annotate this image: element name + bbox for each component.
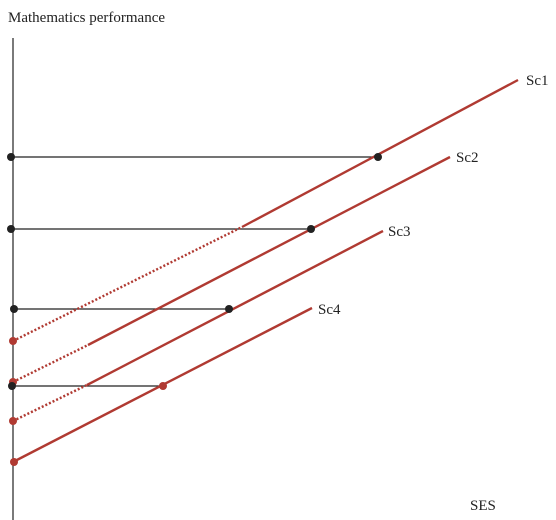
line-sc1 bbox=[241, 78, 519, 229]
axis-point-sc4 bbox=[8, 382, 16, 390]
line-sc3-dotted bbox=[12, 383, 88, 423]
line-point-sc1 bbox=[374, 153, 382, 161]
line-point-sc4 bbox=[159, 382, 167, 390]
line-label-sc1: Sc1 bbox=[526, 73, 549, 89]
line-point-sc2 bbox=[307, 225, 315, 233]
y-axis-label: Mathematics performance bbox=[8, 10, 165, 26]
line-label-sc2: Sc2 bbox=[456, 150, 479, 166]
line-label-sc4: Sc4 bbox=[318, 302, 341, 318]
intercept-point-sc1 bbox=[9, 337, 17, 345]
line-label-sc3: Sc3 bbox=[388, 224, 411, 240]
line-sc3 bbox=[86, 229, 384, 387]
line-sc1-dotted bbox=[12, 225, 243, 343]
axis-point-sc1 bbox=[7, 153, 15, 161]
intercept-point-sc4 bbox=[10, 458, 18, 466]
x-axis-label: SES bbox=[470, 498, 496, 514]
intercept-point-sc3 bbox=[9, 417, 17, 425]
axis-point-sc2 bbox=[7, 225, 15, 233]
line-sc2 bbox=[87, 155, 451, 347]
axis-point-sc3 bbox=[10, 305, 18, 313]
line-point-sc3 bbox=[225, 305, 233, 313]
line-sc2-dotted bbox=[12, 343, 89, 384]
